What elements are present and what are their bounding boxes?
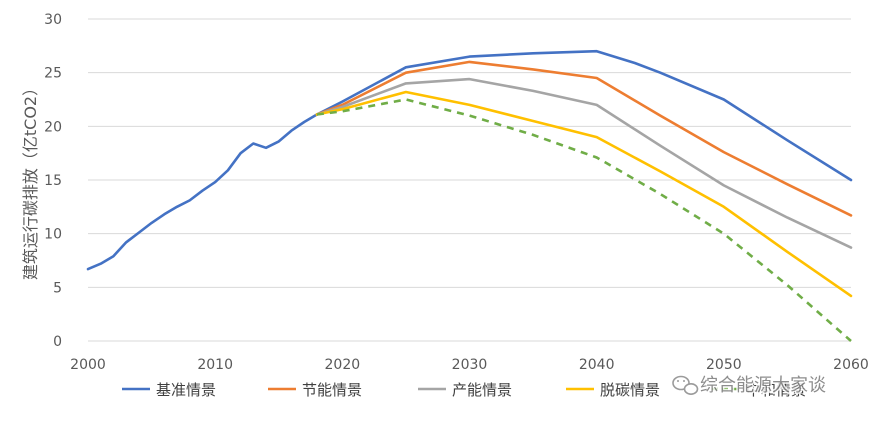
y-axis-ticks: 0 5 10 15 20 25 30	[44, 12, 62, 350]
y-tick-label: 25	[44, 66, 62, 82]
legend: 基准情景 节能情景 产能情景 脱碳情景 中和情景	[122, 381, 806, 399]
series-line-4	[315, 90, 853, 298]
y-tick-label: 10	[44, 227, 62, 243]
y-axis-label: 建筑运行碳排放（亿tCO2）	[21, 80, 40, 280]
y-tick-label: 15	[44, 173, 62, 189]
x-tick-label: 2000	[70, 357, 106, 373]
watermark: 综合能源大家谈	[672, 374, 828, 398]
series-line-2	[315, 60, 853, 217]
x-axis-ticks: 2000 2010 2020 2030 2040 2050 2060	[70, 357, 869, 373]
x-tick-label: 2020	[325, 357, 361, 373]
x-tick-label: 2040	[579, 357, 615, 373]
y-tick-label: 5	[53, 280, 62, 296]
x-tick-label: 2030	[452, 357, 488, 373]
x-tick-label: 2010	[197, 357, 233, 373]
legend-label: 中和情景	[746, 381, 806, 399]
y-tick-label: 30	[44, 12, 62, 28]
series-line-3	[315, 77, 853, 249]
legend-label: 基准情景	[156, 381, 216, 399]
legend-label: 脱碳情景	[600, 381, 660, 399]
watermark-text: 综合能源大家谈	[700, 375, 826, 396]
x-tick-label: 2050	[706, 357, 742, 373]
y-tick-label: 0	[53, 334, 62, 350]
x-tick-label: 2060	[833, 357, 869, 373]
series-line-1	[86, 49, 853, 271]
legend-label: 节能情景	[302, 381, 362, 399]
grid-lines	[88, 18, 851, 342]
series-lines	[86, 49, 853, 342]
wechat-icon	[672, 375, 699, 395]
legend-label: 产能情景	[452, 381, 512, 399]
series-line-5	[316, 98, 852, 342]
y-tick-label: 20	[44, 119, 62, 135]
